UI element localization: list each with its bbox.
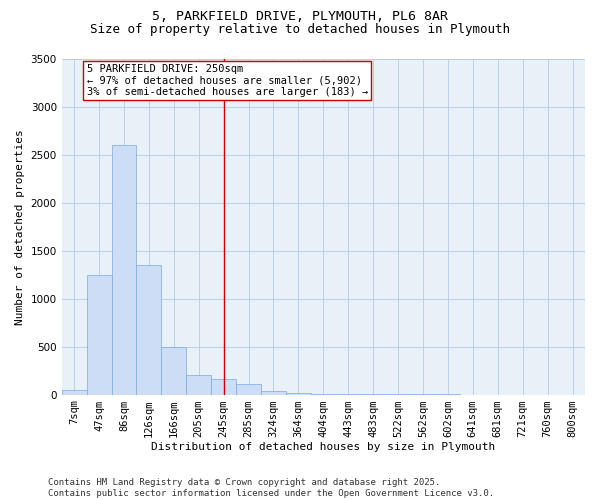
Text: 5 PARKFIELD DRIVE: 250sqm
← 97% of detached houses are smaller (5,902)
3% of sem: 5 PARKFIELD DRIVE: 250sqm ← 97% of detac… xyxy=(86,64,368,97)
Bar xyxy=(112,146,136,394)
X-axis label: Distribution of detached houses by size in Plymouth: Distribution of detached houses by size … xyxy=(151,442,496,452)
Text: Size of property relative to detached houses in Plymouth: Size of property relative to detached ho… xyxy=(90,22,510,36)
Bar xyxy=(211,379,236,394)
Bar xyxy=(136,265,161,394)
Bar xyxy=(62,390,86,394)
Text: Contains HM Land Registry data © Crown copyright and database right 2025.
Contai: Contains HM Land Registry data © Crown c… xyxy=(48,478,494,498)
Bar xyxy=(286,393,311,394)
Bar xyxy=(236,384,261,394)
Text: 5, PARKFIELD DRIVE, PLYMOUTH, PL6 8AR: 5, PARKFIELD DRIVE, PLYMOUTH, PL6 8AR xyxy=(152,10,448,23)
Bar xyxy=(161,346,186,395)
Bar xyxy=(261,390,286,394)
Y-axis label: Number of detached properties: Number of detached properties xyxy=(15,129,25,324)
Bar xyxy=(86,274,112,394)
Bar xyxy=(186,376,211,394)
